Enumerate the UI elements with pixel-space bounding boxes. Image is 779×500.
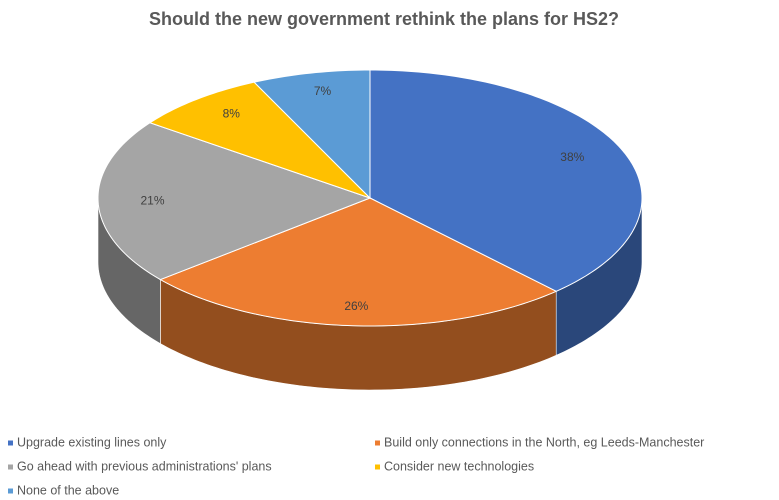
slice [253,69,371,200]
legend-label: Upgrade existing lines only [17,435,167,449]
legend-swatch [375,440,380,446]
slice [97,122,372,281]
data-label: 21% [140,194,164,208]
pie: 38% 26% 21% 8% 7% [97,69,643,391]
data-label: 8% [223,106,241,120]
legend-label: Consider new technologies [384,459,534,473]
legend: Upgrade existing lines only Build only co… [8,435,704,497]
data-label: 7% [314,84,332,98]
data-label: 26% [344,299,368,313]
slice [369,69,643,292]
legend-swatch [8,488,13,494]
chart-title: Should the new government rethink the pl… [149,9,619,29]
legend-swatch [8,464,13,470]
data-label: 38% [560,150,584,164]
legend-label: None of the above [17,483,119,497]
legend-label: Build only connections in the North, eg … [384,435,704,449]
legend-label: Go ahead with previous administrations' … [17,459,272,473]
legend-swatch [8,440,13,446]
slice [148,81,371,199]
slice [159,197,558,327]
legend-swatch [375,464,380,470]
